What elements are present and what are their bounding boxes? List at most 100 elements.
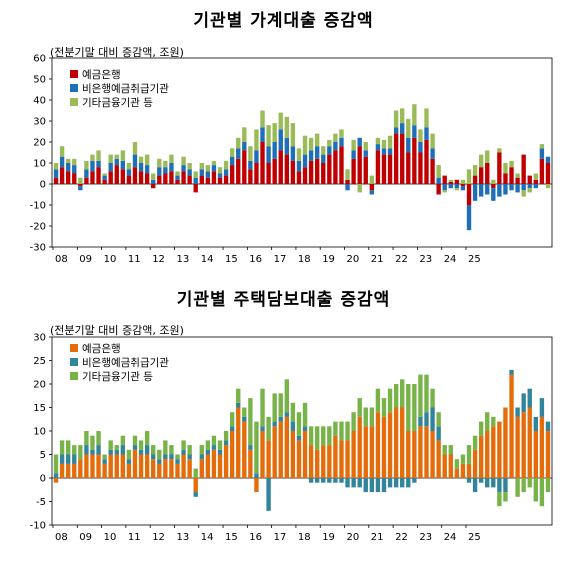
bar-segment — [96, 160, 101, 168]
bar-segment — [254, 150, 259, 163]
bar-segment — [278, 112, 283, 130]
x-tick-label: 12 — [152, 254, 165, 265]
bar-segment — [369, 426, 375, 478]
bar-segment — [205, 177, 211, 184]
bar-segment — [248, 398, 253, 446]
bar-segment — [132, 435, 138, 446]
bar-segment — [406, 431, 411, 478]
bar-segment — [59, 146, 65, 157]
bar-segment — [539, 478, 545, 507]
bar-segment — [290, 160, 296, 184]
bar-segment — [242, 416, 247, 422]
bar-segment — [387, 154, 393, 184]
bar-segment — [491, 179, 496, 184]
legend-label: 비은행예금취급기관 — [82, 356, 169, 369]
bar-segment — [181, 156, 186, 166]
x-tick-label: 13 — [177, 532, 190, 543]
bar-segment — [175, 454, 180, 460]
bar-segment — [333, 133, 338, 142]
bar-segment — [59, 156, 65, 168]
bar-segment — [175, 171, 180, 176]
bar-segment — [436, 165, 441, 178]
bar-segment — [521, 154, 526, 184]
bar-segment — [114, 445, 119, 450]
bar-segment — [315, 133, 320, 147]
bar-segment — [503, 173, 508, 184]
bar-segment — [187, 175, 192, 184]
x-tick-label: 22 — [395, 254, 408, 265]
bar-segment — [436, 412, 441, 427]
y-tick-label: 50 — [33, 75, 46, 86]
bar-segment — [126, 175, 132, 184]
bar-segment — [187, 163, 192, 170]
x-tick-label: 19 — [322, 254, 335, 265]
bar-segment — [193, 177, 198, 184]
x-tick-label: 15 — [225, 254, 238, 265]
bar-segment — [302, 431, 308, 478]
bar-segment — [521, 184, 526, 191]
bar-segment — [400, 478, 405, 488]
bar-segment — [515, 478, 520, 497]
bar-segment — [242, 421, 247, 478]
legend-swatch — [70, 98, 78, 106]
bar-segment — [412, 384, 417, 431]
bar-segment — [187, 459, 192, 478]
x-tick-label: 12 — [152, 532, 165, 543]
bar-segment — [466, 205, 472, 231]
bar-segment — [381, 478, 387, 493]
bar-segment — [272, 142, 277, 159]
bar-segment — [120, 169, 126, 184]
bar-segment — [478, 478, 484, 483]
bar-segment — [90, 454, 95, 478]
bar-segment — [357, 137, 362, 147]
bar-segment — [217, 177, 223, 184]
bar-segment — [96, 167, 101, 184]
bar-segment — [515, 416, 520, 478]
bar-segment — [393, 478, 399, 488]
bar-segment — [339, 146, 344, 184]
bar-segment — [290, 123, 296, 147]
x-tick-label: 17 — [274, 254, 287, 265]
bar-segment — [84, 454, 89, 478]
bar-segment — [163, 454, 168, 460]
bar-segment — [497, 184, 502, 197]
bar-segment — [138, 156, 144, 163]
bar-segment — [181, 449, 186, 455]
bar-segment — [381, 416, 387, 478]
bar-segment — [114, 449, 119, 455]
bar-segment — [436, 177, 441, 184]
bar-segment — [254, 473, 259, 478]
bar-segment — [278, 416, 283, 422]
bar-segment — [223, 431, 229, 441]
x-tick-label: 16 — [249, 254, 262, 265]
bar-segment — [533, 173, 538, 180]
bar-segment — [497, 478, 502, 493]
bar-segment — [418, 426, 423, 478]
bar-segment — [333, 142, 338, 151]
bar-segment — [132, 449, 138, 478]
bar-segment — [430, 407, 435, 431]
bar-segment — [545, 431, 551, 478]
bar-segment — [448, 179, 453, 182]
bar-segment — [272, 426, 277, 478]
bar-segment — [211, 171, 217, 184]
bar-segment — [138, 163, 144, 172]
bar-segment — [144, 431, 150, 446]
bar-segment — [254, 478, 259, 493]
bar-segment — [53, 177, 59, 184]
bar-segment — [248, 449, 253, 478]
x-tick-label: 18 — [298, 532, 311, 543]
bar-segment — [151, 445, 156, 455]
bar-segment — [308, 150, 314, 161]
bar-segment — [272, 158, 277, 184]
bar-segment — [157, 463, 162, 478]
bar-segment — [53, 163, 59, 170]
bar-segment — [96, 431, 101, 446]
bar-segment — [78, 186, 83, 191]
mortgage-loan-chart: -10 -5 0 5 10 15 20 25 30 08 09 10 11 12 13 14 15 16 17 18 1… — [30, 333, 553, 543]
bar-segment — [144, 454, 150, 478]
bar-segment — [254, 421, 259, 474]
bar-segment — [175, 463, 180, 478]
bar-segment — [533, 179, 538, 184]
bar-segment — [509, 184, 514, 191]
